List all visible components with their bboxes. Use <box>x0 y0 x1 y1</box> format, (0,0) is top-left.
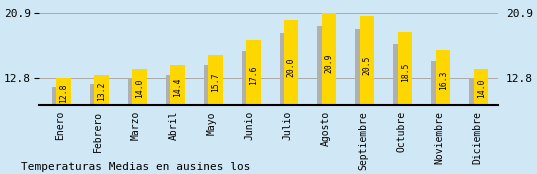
Bar <box>128 78 136 174</box>
Bar <box>431 61 440 174</box>
Bar <box>204 65 212 174</box>
Text: Temperaturas Medias en ausines los: Temperaturas Medias en ausines los <box>21 162 251 172</box>
Bar <box>246 40 260 174</box>
Text: 16.3: 16.3 <box>439 70 448 90</box>
Text: 20.0: 20.0 <box>287 57 296 77</box>
Text: 20.5: 20.5 <box>362 55 372 75</box>
Bar <box>474 69 488 174</box>
Bar <box>469 78 478 174</box>
Text: 13.2: 13.2 <box>97 82 106 101</box>
Bar <box>398 32 412 174</box>
Bar <box>90 84 98 174</box>
Bar <box>284 20 299 174</box>
Text: 14.0: 14.0 <box>135 79 144 98</box>
Bar <box>360 16 374 174</box>
Bar <box>317 26 326 174</box>
Bar <box>436 50 451 174</box>
Bar <box>165 75 174 174</box>
Text: 12.8: 12.8 <box>59 83 68 103</box>
Bar <box>242 51 250 174</box>
Bar <box>132 69 147 174</box>
Text: 17.6: 17.6 <box>249 66 258 85</box>
Text: 20.9: 20.9 <box>325 54 334 73</box>
Text: 18.5: 18.5 <box>401 62 410 82</box>
Bar <box>170 65 185 174</box>
Bar <box>208 55 222 174</box>
Bar <box>280 33 288 174</box>
Text: 14.0: 14.0 <box>477 79 485 98</box>
Bar <box>322 13 337 174</box>
Bar <box>355 29 364 174</box>
Bar <box>94 75 108 174</box>
Bar <box>52 86 60 174</box>
Text: 14.4: 14.4 <box>173 77 182 97</box>
Bar <box>394 44 402 174</box>
Bar <box>56 78 71 174</box>
Text: 15.7: 15.7 <box>211 73 220 92</box>
